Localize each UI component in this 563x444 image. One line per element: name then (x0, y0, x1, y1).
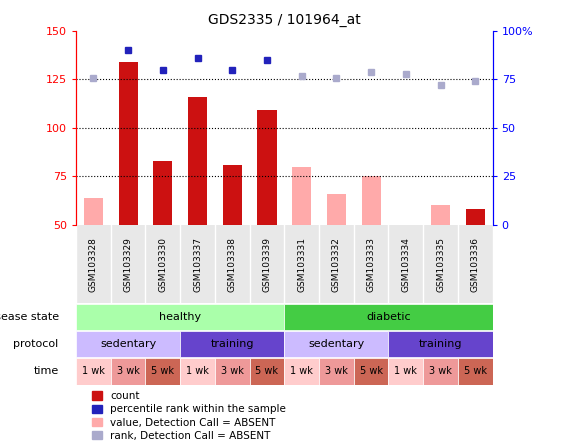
Bar (111, 358, 145, 385)
Bar (223, 165, 242, 225)
Bar (76, 331, 180, 357)
Title: GDS2335 / 101964_at: GDS2335 / 101964_at (208, 13, 361, 27)
Text: 1 wk: 1 wk (291, 366, 313, 377)
Bar (215, 358, 249, 385)
Bar (153, 161, 172, 225)
Bar (388, 331, 493, 357)
Text: 3 wk: 3 wk (325, 366, 348, 377)
Bar (319, 358, 354, 385)
Text: 1 wk: 1 wk (186, 366, 209, 377)
Bar (458, 358, 493, 385)
Text: protocol: protocol (14, 339, 59, 349)
Text: sedentary: sedentary (100, 339, 156, 349)
Text: 1 wk: 1 wk (82, 366, 105, 377)
Bar (84, 198, 103, 225)
Text: GSM103335: GSM103335 (436, 237, 445, 292)
Legend: count, percentile rank within the sample, value, Detection Call = ABSENT, rank, : count, percentile rank within the sample… (90, 389, 288, 443)
Bar (257, 111, 276, 225)
Text: time: time (33, 366, 59, 377)
Text: 5 wk: 5 wk (464, 366, 487, 377)
Bar (188, 97, 207, 225)
Text: 5 wk: 5 wk (151, 366, 175, 377)
Text: GSM103334: GSM103334 (401, 237, 410, 292)
Text: training: training (211, 339, 254, 349)
Text: diabetic: diabetic (366, 312, 411, 322)
Bar (180, 331, 284, 357)
Text: GSM103332: GSM103332 (332, 237, 341, 292)
Text: GSM103333: GSM103333 (367, 237, 376, 292)
Bar (423, 358, 458, 385)
Bar (284, 304, 493, 330)
Text: 1 wk: 1 wk (395, 366, 417, 377)
Text: 3 wk: 3 wk (429, 366, 452, 377)
Bar (388, 358, 423, 385)
Text: GSM103329: GSM103329 (124, 237, 132, 292)
Bar (292, 166, 311, 225)
Bar (145, 358, 180, 385)
Bar (327, 194, 346, 225)
Bar (76, 304, 284, 330)
Text: disease state: disease state (0, 312, 59, 322)
Text: GSM103337: GSM103337 (193, 237, 202, 292)
Bar (284, 358, 319, 385)
Text: GSM103328: GSM103328 (89, 237, 98, 292)
Text: 3 wk: 3 wk (221, 366, 244, 377)
Text: 5 wk: 5 wk (360, 366, 383, 377)
Bar (361, 176, 381, 225)
Text: GSM103339: GSM103339 (262, 237, 271, 292)
Bar (284, 331, 388, 357)
Text: healthy: healthy (159, 312, 201, 322)
Text: sedentary: sedentary (309, 339, 364, 349)
Bar (249, 358, 284, 385)
Text: training: training (419, 339, 462, 349)
Text: 3 wk: 3 wk (117, 366, 140, 377)
Text: 5 wk: 5 wk (256, 366, 279, 377)
Text: GSM103330: GSM103330 (158, 237, 167, 292)
Text: GSM103338: GSM103338 (228, 237, 236, 292)
Bar (354, 358, 388, 385)
Bar (466, 209, 485, 225)
Text: GSM103331: GSM103331 (297, 237, 306, 292)
Bar (76, 358, 111, 385)
Bar (431, 206, 450, 225)
Bar (180, 358, 215, 385)
Text: GSM103336: GSM103336 (471, 237, 480, 292)
Bar (119, 62, 137, 225)
